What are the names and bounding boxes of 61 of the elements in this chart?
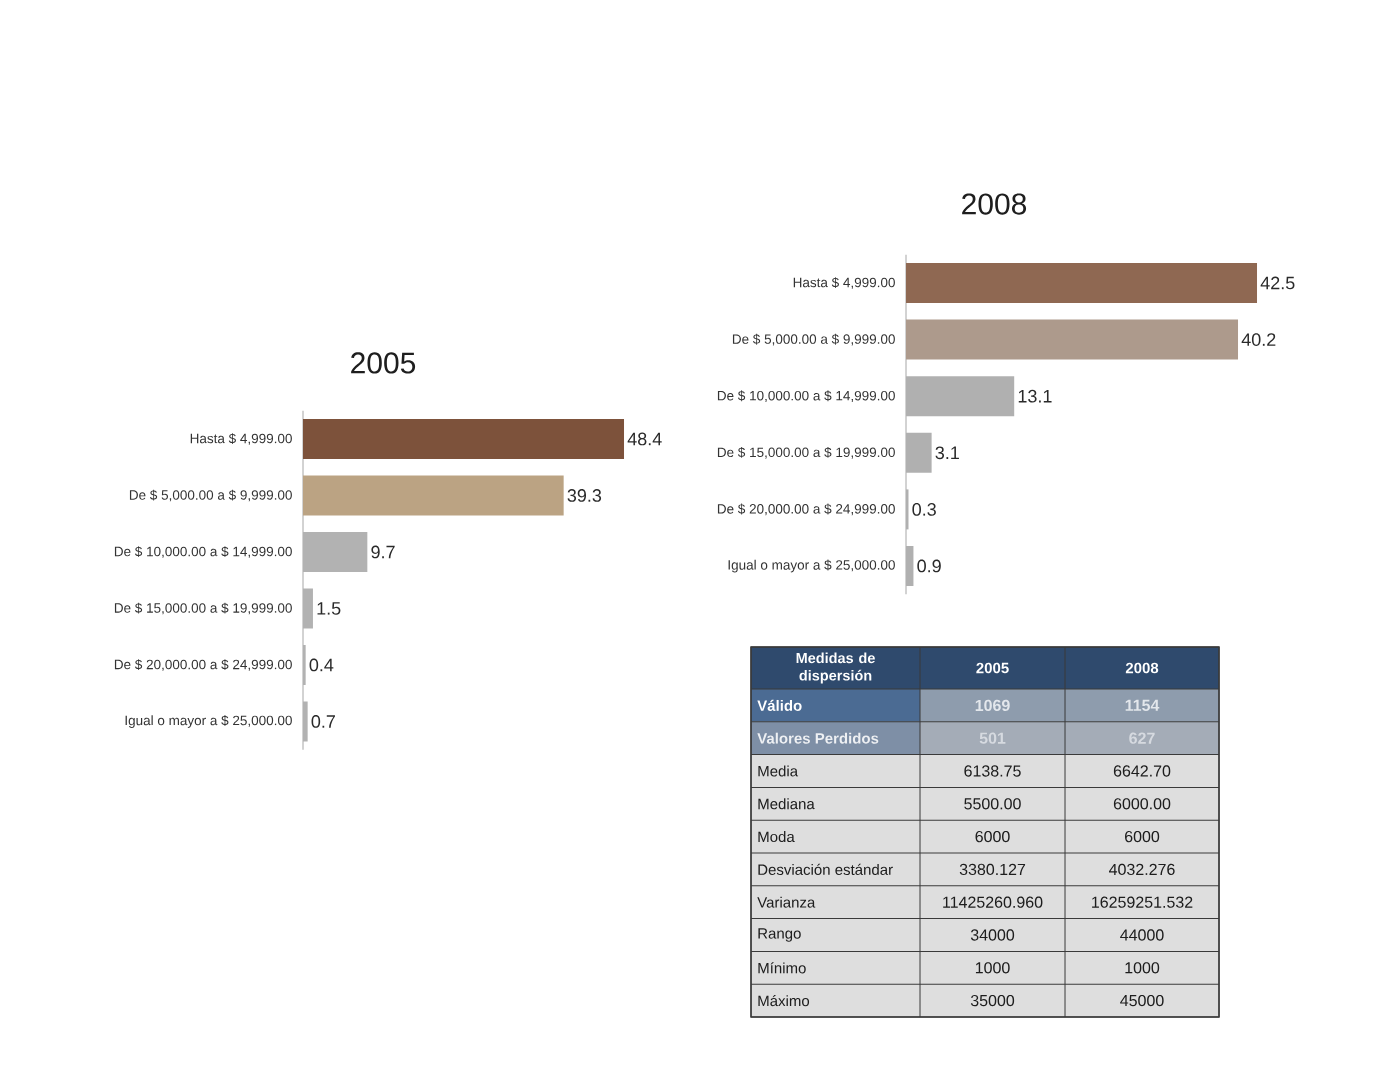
- bar: [303, 418, 625, 459]
- category-label: Varianza: [757, 896, 816, 908]
- category-label: 2005: [976, 662, 1009, 674]
- text: 3380.127: [959, 863, 1026, 876]
- text: 6000.00: [1113, 798, 1171, 810]
- data-label: 39.3: [567, 489, 602, 502]
- data-label: 0.4: [309, 658, 334, 672]
- text: 35000: [970, 994, 1015, 1007]
- data-label: 9.7: [371, 545, 395, 559]
- y-tick-label: Hasta $ 4,999.00: [793, 277, 895, 289]
- y-tick-label: De $ 10,000.00 a $ 14,999.00: [717, 390, 895, 403]
- bar: [303, 475, 564, 516]
- data-label: 40.2: [1241, 333, 1276, 346]
- category-label: Máximo: [758, 995, 810, 1007]
- text: 1154: [1125, 699, 1160, 711]
- y-tick-label: De $ 15,000.00 a $ 19,999.00: [114, 602, 292, 615]
- category-label: Valores Perdidos: [757, 732, 879, 744]
- text: 6642.70: [1113, 765, 1171, 777]
- data-label: 13.1: [1018, 389, 1052, 403]
- text: 1069: [975, 699, 1010, 712]
- category-label: Mínimo: [758, 962, 806, 974]
- data-label: 48.4: [627, 432, 662, 446]
- y-tick-label: De $ 20,000.00 a $ 24,999.00: [717, 503, 895, 516]
- text: 45000: [1120, 994, 1164, 1007]
- y-tick-label: De $ 20,000.00 a $ 24,999.00: [114, 659, 292, 671]
- y-tick-label: De $ 10,000.00 a $ 14,999.00: [114, 546, 292, 558]
- data-label: 0.3: [912, 503, 936, 516]
- data-label: 3.1: [935, 446, 959, 460]
- category-label: 2008: [1125, 662, 1159, 674]
- data-label: 42.5: [1260, 276, 1295, 290]
- category-label: Rango: [758, 928, 801, 942]
- text: 4032.276: [1109, 863, 1175, 876]
- category-label: Moda: [758, 831, 795, 843]
- bar: [906, 319, 1239, 360]
- text: 11425260.960: [943, 896, 1043, 908]
- text: 6000: [1125, 830, 1160, 843]
- y-tick-label: Hasta $ 4,999.00: [190, 433, 292, 445]
- category-label: Media: [758, 765, 799, 777]
- y-tick-label: De $ 5,000.00 a $ 9,999.00: [732, 333, 895, 346]
- y-tick-label: De $ 15,000.00 a $ 19,999.00: [717, 446, 895, 459]
- category-label: Desviación estándar: [758, 863, 893, 875]
- data-label: 0.7: [311, 715, 335, 728]
- data-label: 0.9: [917, 559, 941, 573]
- category-label: Válido: [757, 699, 802, 711]
- chart-title: 2008: [962, 193, 1027, 215]
- text: 5500.00: [964, 798, 1021, 810]
- y-tick-label: Igual o mayor a $ 25,000.00: [728, 559, 895, 573]
- text: Medidas de dispersión: [796, 652, 875, 684]
- bar: [906, 262, 1258, 303]
- y-tick-label: Igual o mayor a $ 25,000.00: [125, 715, 292, 728]
- text: 1000: [975, 962, 1010, 974]
- text: 6138.75: [964, 765, 1021, 777]
- chart-title: 2005: [351, 352, 416, 374]
- y-tick-label: De $ 5,000.00 a $ 9,999.00: [129, 489, 292, 502]
- text: 6000: [975, 830, 1010, 843]
- text: 44000: [1120, 929, 1164, 941]
- text: 34000: [970, 929, 1015, 941]
- text: 16259251.532: [1092, 896, 1193, 908]
- data-label: 1.5: [317, 602, 341, 615]
- text: 1000: [1125, 962, 1160, 974]
- category-label: Mediana: [758, 798, 815, 810]
